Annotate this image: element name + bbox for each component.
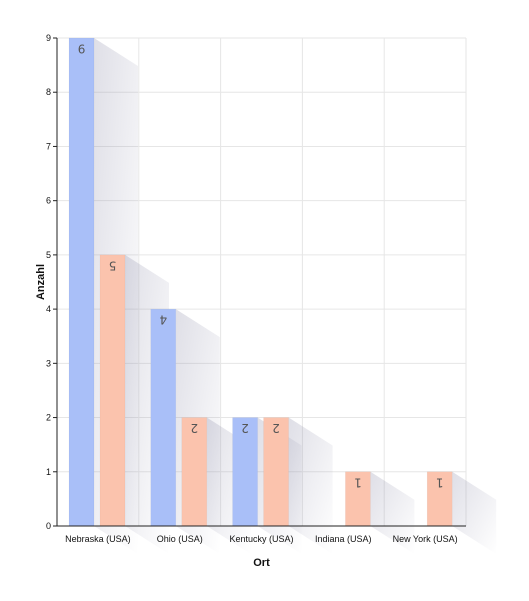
x-tick-label: Indiana (USA): [315, 534, 372, 544]
x-tick-label: Kentucky (USA): [229, 534, 293, 544]
bar: [68, 37, 95, 527]
bar-value-label: 5: [109, 258, 117, 272]
y-tick-label: 7: [46, 141, 51, 151]
bar: [232, 417, 258, 527]
bar: [426, 471, 453, 527]
bar-value-label: 2: [241, 421, 249, 435]
y-tick-label: 0: [46, 521, 51, 531]
x-tick-label: Ohio (USA): [157, 534, 203, 544]
bar-value-label: 9: [78, 42, 86, 56]
bar: [181, 417, 208, 527]
y-tick-label: 6: [46, 196, 51, 206]
bar: [345, 471, 371, 527]
bar-value-label: 2: [272, 421, 280, 435]
y-tick-label: 4: [46, 304, 51, 314]
bar: [150, 308, 177, 527]
y-axis-title: Anzahl: [35, 264, 47, 300]
bar: [99, 254, 126, 527]
x-tick-label: Nebraska (USA): [65, 534, 131, 544]
bars: [68, 37, 453, 527]
x-tick-label: New York (USA): [393, 534, 458, 544]
bar-value-label: 1: [354, 475, 362, 489]
x-axis-title: Ort: [253, 557, 270, 569]
axes: [56, 38, 466, 527]
bar-value-label: 4: [159, 313, 167, 327]
labels: 0 1 2 3 4 5 6 7 8 9 9 4 2 5 2 2 1 1 Nebraska (USA) Ohio (US…: [46, 33, 458, 544]
bar-value-label: 2: [190, 421, 198, 435]
y-tick-label: 3: [46, 358, 51, 368]
bar-shadow: [370, 471, 415, 554]
y-tick-label: 2: [46, 413, 51, 423]
y-tick-label: 9: [46, 33, 51, 43]
bar-shadow: [288, 417, 333, 554]
bar-shadow: [452, 471, 497, 554]
y-tick-label: 5: [46, 250, 51, 260]
y-tick-label: 1: [46, 467, 51, 477]
y-tick-label: 8: [46, 87, 51, 97]
bar: [263, 417, 289, 527]
bar-value-label: 1: [436, 475, 444, 489]
